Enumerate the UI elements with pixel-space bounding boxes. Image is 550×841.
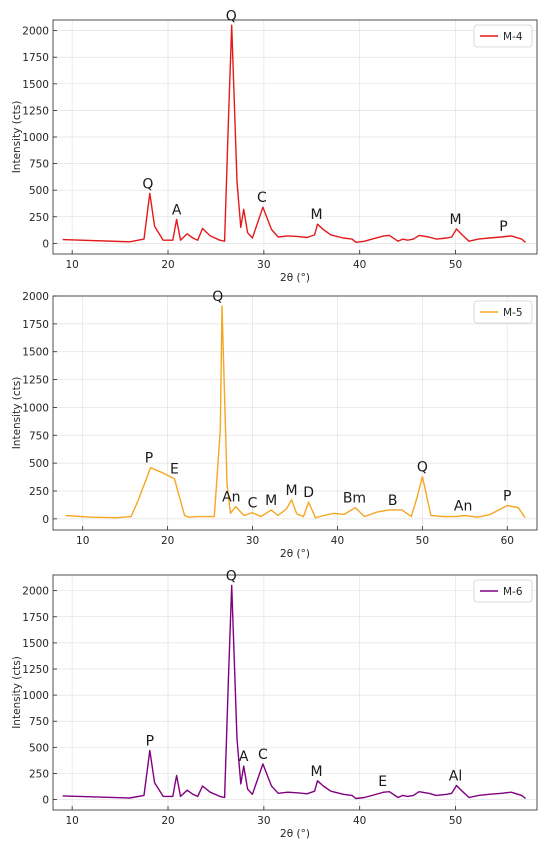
- peak-label: M: [265, 493, 277, 509]
- y-tick-label: 750: [29, 159, 49, 171]
- peak-label: C: [258, 747, 268, 763]
- y-tick-label: 1000: [22, 690, 49, 702]
- y-tick-label: 1000: [22, 402, 49, 414]
- peak-label: B: [388, 493, 398, 509]
- peak-label: M: [311, 764, 323, 780]
- series-line-m-6: [62, 584, 526, 800]
- peak-label: C: [248, 496, 258, 512]
- y-tick-label: 1250: [22, 375, 49, 387]
- y-tick-label: 0: [42, 514, 49, 526]
- x-tick-label: 30: [246, 535, 259, 547]
- legend-label: M-5: [503, 307, 523, 319]
- x-tick-label: 50: [449, 259, 462, 271]
- peak-label: Bm: [343, 491, 366, 507]
- peak-label: Al: [449, 768, 462, 784]
- peak-label: P: [503, 488, 511, 504]
- y-tick-label: 1500: [22, 347, 49, 359]
- y-tick-label: 2000: [22, 291, 49, 303]
- y-tick-label: 2000: [22, 26, 49, 38]
- peak-label: Q: [212, 289, 223, 305]
- x-axis-label: 2θ (°): [280, 548, 310, 560]
- peak-label: Q: [417, 460, 428, 476]
- y-tick-label: 500: [29, 458, 49, 470]
- x-tick-label: 20: [161, 259, 174, 271]
- y-tick-label: 1750: [22, 319, 49, 331]
- peak-label: A: [172, 202, 182, 218]
- y-tick-label: 1500: [22, 79, 49, 91]
- x-tick-label: 40: [353, 815, 366, 827]
- chart-panel-2: 10 20 30 40 50 60 0 250 500 750 1000 1250 1500 1750 20…: [11, 289, 538, 560]
- peak-label: D: [303, 485, 314, 501]
- chart-panel-1: 10 20 30 40 50025050075010001250150017502000…: [11, 8, 538, 284]
- legend-label: M-6: [503, 586, 523, 598]
- legend-box: [473, 300, 533, 324]
- x-axis-label: 2θ (°): [280, 828, 310, 840]
- x-tick-label: 20: [161, 815, 174, 827]
- peak-label: P: [499, 219, 507, 235]
- peak-label: Q: [226, 8, 237, 24]
- series-line-m-4: [62, 24, 526, 244]
- peak-label: P: [145, 451, 153, 467]
- y-tick-label: 750: [29, 716, 49, 728]
- y-tick-label: 0: [42, 238, 49, 250]
- peak-label: An: [222, 490, 240, 506]
- y-tick-label: 1000: [22, 132, 49, 144]
- x-tick-label: 10: [65, 815, 78, 827]
- x-tick-label: 30: [257, 815, 270, 827]
- series-line-m-5: [65, 305, 526, 519]
- plot-frame: [52, 295, 538, 531]
- y-tick-label: 250: [29, 212, 49, 224]
- peak-label: E: [378, 774, 387, 790]
- x-tick-label: 30: [257, 259, 270, 271]
- peak-label: An: [454, 499, 472, 515]
- y-tick-label: 750: [29, 430, 49, 442]
- peak-label: P: [146, 733, 154, 749]
- x-tick-label: 60: [501, 535, 514, 547]
- x-tick-label: 10: [76, 535, 89, 547]
- peak-label: Q: [226, 568, 237, 584]
- legend-box: [473, 24, 533, 48]
- plot-frame: [52, 574, 538, 811]
- y-tick-label: 2000: [22, 586, 49, 598]
- peak-label: M: [311, 207, 323, 223]
- y-tick-label: 250: [29, 768, 49, 780]
- x-tick-label: 40: [353, 259, 366, 271]
- x-tick-label: 20: [161, 535, 174, 547]
- y-tick-label: 0: [42, 795, 49, 807]
- peak-label: M: [449, 212, 461, 228]
- peak-label: M: [286, 483, 298, 499]
- y-axis-label: Intensity (cts): [11, 101, 23, 174]
- y-tick-label: 500: [29, 742, 49, 754]
- x-tick-label: 10: [65, 259, 78, 271]
- y-tick-label: 1250: [22, 664, 49, 676]
- y-tick-label: 1750: [22, 612, 49, 624]
- y-tick-label: 1500: [22, 638, 49, 650]
- peak-label: C: [257, 190, 267, 206]
- legend-label: M-4: [503, 31, 523, 43]
- chart-panel-3: 10 20 30 40 50025050075010001250150017502000…: [11, 568, 538, 840]
- x-tick-label: 40: [331, 535, 344, 547]
- peak-label: E: [170, 462, 179, 478]
- x-tick-label: 50: [416, 535, 429, 547]
- x-axis-label: 2θ (°): [280, 272, 310, 284]
- peak-label: Q: [142, 176, 153, 192]
- peak-label: A: [239, 749, 249, 765]
- legend-box: [473, 579, 533, 603]
- y-tick-label: 250: [29, 486, 49, 498]
- y-tick-label: 1250: [22, 105, 49, 117]
- y-axis-label: Intensity (cts): [11, 656, 23, 729]
- x-tick-label: 50: [449, 815, 462, 827]
- y-tick-label: 1750: [22, 52, 49, 64]
- y-tick-label: 500: [29, 185, 49, 197]
- y-axis-label: Intensity (cts): [11, 377, 23, 450]
